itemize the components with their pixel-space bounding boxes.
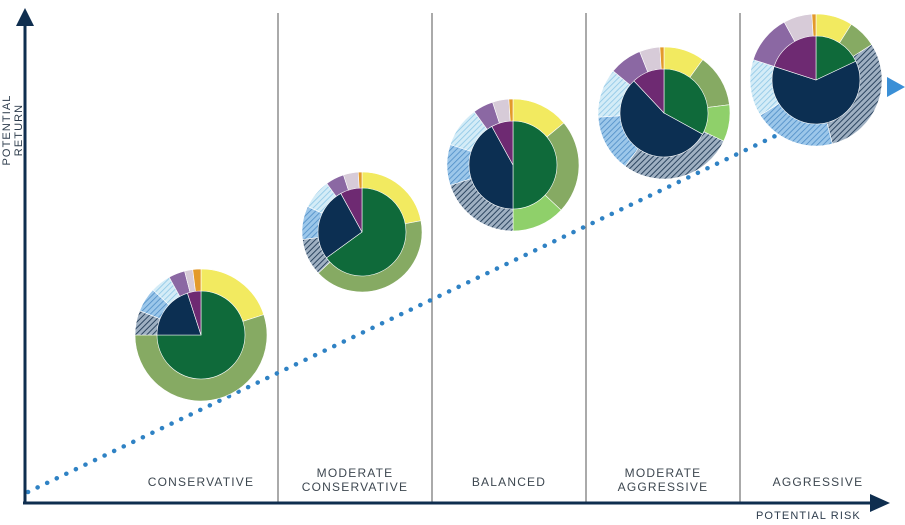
donut-1	[134, 268, 268, 402]
donut-3	[446, 98, 580, 232]
donut-1-inner-segment-3	[187, 290, 202, 336]
donut-5	[749, 13, 883, 147]
x-axis-arrowhead	[870, 494, 890, 512]
trend-line	[25, 77, 905, 495]
y-axis-arrowhead	[16, 8, 34, 26]
donut-1-inner-segment-2	[156, 292, 202, 336]
category-label-4: MODERATE AGGRESSIVE	[617, 466, 709, 494]
donut-5-inner-segment-2	[771, 60, 861, 125]
donut-3-inner-segment-3	[491, 120, 514, 166]
donut-4-inner-segment-3	[633, 68, 665, 114]
category-label-2: MODERATE CONSERVATIVE	[301, 466, 409, 494]
y-axis-label: POTENTIAL RETURN	[1, 94, 25, 166]
donut-3-inner-segment-2	[468, 126, 514, 210]
donut-2	[301, 171, 423, 293]
category-label-3: BALANCED	[471, 475, 547, 489]
donut-2-inner-segment-1	[325, 187, 407, 277]
donut-5-inner-segment-3	[773, 35, 817, 81]
donut-2-inner-segment-3	[340, 187, 363, 233]
category-dividers	[277, 13, 741, 503]
donut-4	[597, 46, 731, 180]
trend-arrowhead	[887, 77, 905, 97]
category-label-1: CONSERVATIVE	[147, 475, 255, 489]
trend-dots	[25, 84, 881, 495]
donut-3-inner-segment-1	[512, 120, 558, 210]
donut-2-inner-segment-2	[317, 193, 363, 259]
donut-1-inner-segment-1	[156, 290, 246, 380]
donut-4-inner-segment-1	[663, 68, 709, 135]
category-label-5: AGGRESSIVE	[772, 475, 864, 489]
portfolio-donuts	[134, 13, 883, 402]
x-axis-label: POTENTIAL RISK	[756, 510, 861, 522]
donut-4-inner-segment-2	[619, 80, 703, 158]
axes	[16, 8, 890, 512]
donut-5-inner-segment-1	[815, 35, 857, 81]
